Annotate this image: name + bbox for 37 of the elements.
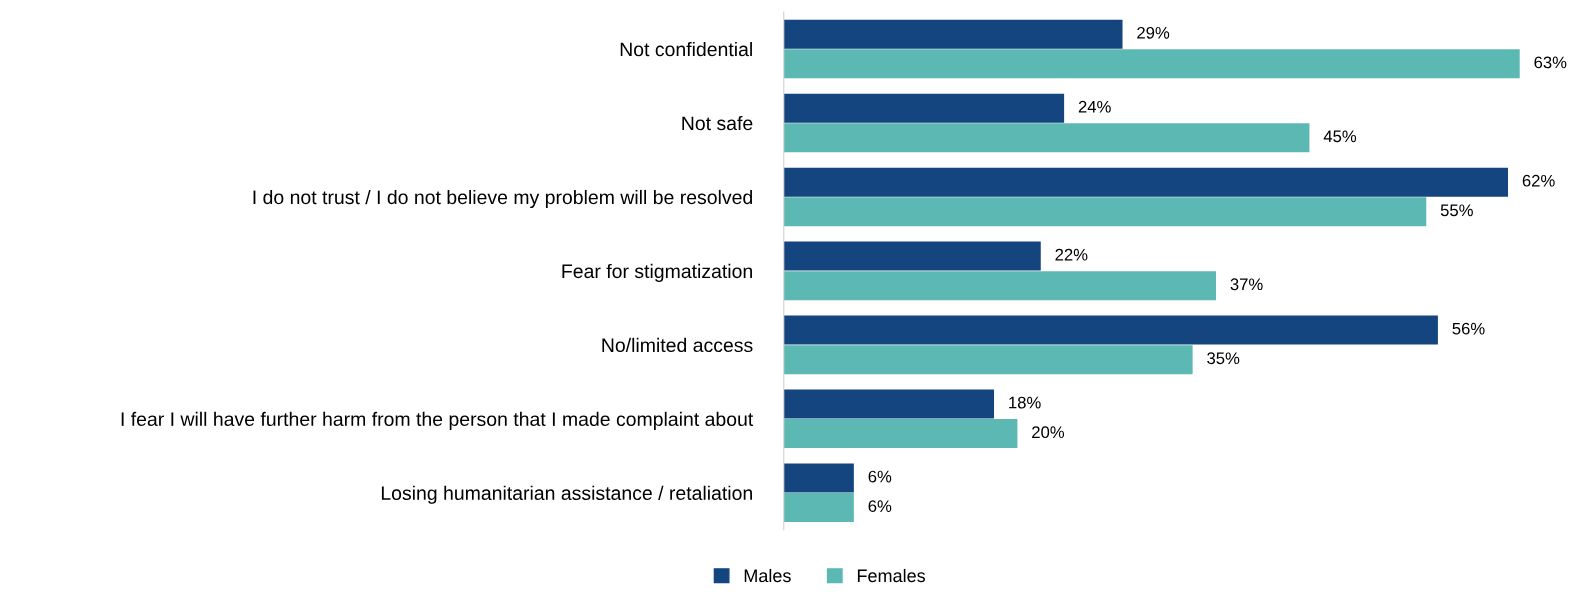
- data-label: 37%: [1230, 278, 1263, 291]
- y-tick-label: Not confidential: [620, 41, 752, 57]
- y-tick-label: I do not trust / I do not believe my problem will be resolved: [253, 189, 752, 209]
- legend-label: Males: [744, 568, 791, 583]
- y-tick-label: I fear I will have further harm from the person that I made complaint about: [121, 411, 754, 430]
- data-label: 45%: [1323, 130, 1357, 143]
- bar: [783, 197, 1427, 227]
- data-label: 22%: [1055, 248, 1088, 261]
- data-label: 35%: [1207, 352, 1240, 365]
- y-tick-label: Fear for stigmatization: [562, 263, 752, 282]
- bar: [783, 49, 1520, 79]
- data-label: 62%: [1522, 174, 1555, 187]
- legend-label: Females: [857, 568, 926, 583]
- data-label: 18%: [1009, 396, 1041, 409]
- data-label: 29%: [1137, 26, 1170, 39]
- data-label: 56%: [1452, 322, 1485, 335]
- bar: [783, 493, 854, 523]
- bar: [783, 123, 1310, 153]
- bar: [783, 271, 1216, 301]
- y-tick-label: Losing humanitarian assistance / retaliation: [381, 485, 752, 504]
- bar: [783, 345, 1193, 375]
- bar: [783, 167, 1509, 197]
- bar: [783, 315, 1438, 345]
- y-tick-label: No/limited access: [602, 337, 753, 353]
- bar: [783, 93, 1065, 123]
- data-label: 6%: [868, 470, 892, 483]
- bar: [783, 19, 1123, 49]
- bar: [783, 463, 854, 493]
- bar: [783, 241, 1041, 271]
- data-label: 63%: [1534, 56, 1567, 69]
- data-label: 20%: [1032, 426, 1065, 439]
- data-label: 55%: [1440, 204, 1473, 217]
- bar: [783, 419, 1018, 449]
- y-tick-label: Not safe: [682, 115, 753, 131]
- bar: [783, 389, 995, 419]
- data-label: 24%: [1078, 100, 1111, 113]
- data-label: 6%: [868, 500, 892, 513]
